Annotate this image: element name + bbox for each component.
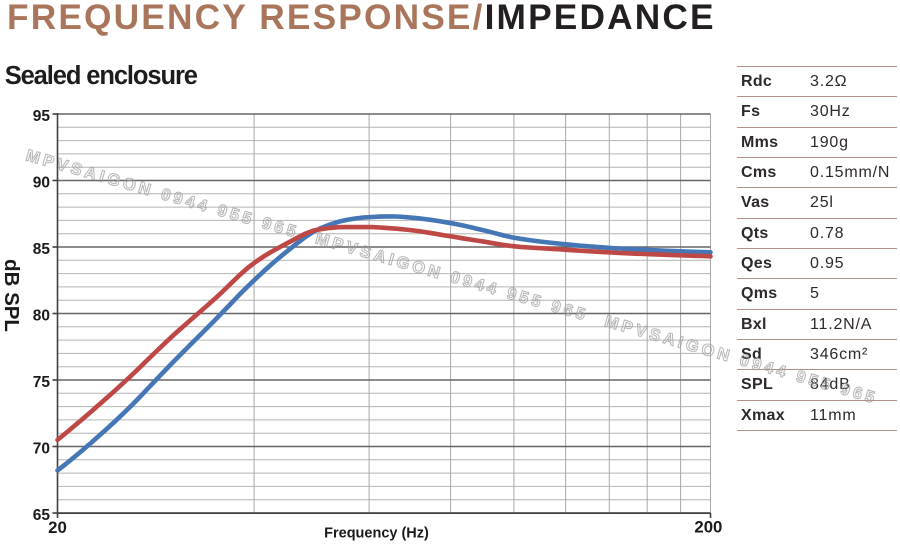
svg-text:dB SPL: dB SPL <box>0 259 23 332</box>
svg-text:200: 200 <box>694 518 722 537</box>
svg-text:MPVSAIGON 0944 955 965: MPVSAIGON 0944 955 965 <box>603 312 880 407</box>
svg-text:Frequency (Hz): Frequency (Hz) <box>324 526 429 542</box>
svg-text:MPVSAIGON 0944 955 965: MPVSAIGON 0944 955 965 <box>24 147 301 242</box>
svg-text:MPVSAIGON 0944 955 965: MPVSAIGON 0944 955 965 <box>313 230 590 325</box>
svg-text:85: 85 <box>33 241 51 258</box>
svg-text:80: 80 <box>33 307 50 324</box>
svg-text:65: 65 <box>33 507 51 524</box>
svg-text:90: 90 <box>33 174 50 191</box>
svg-text:20: 20 <box>48 518 67 537</box>
svg-text:75: 75 <box>33 374 51 391</box>
svg-text:70: 70 <box>33 440 50 457</box>
svg-text:95: 95 <box>33 108 51 125</box>
